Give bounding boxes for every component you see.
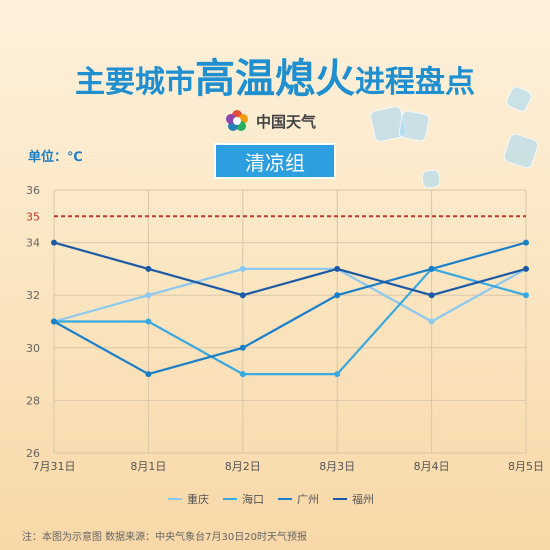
data-point	[239, 292, 246, 299]
data-point	[239, 265, 246, 272]
x-tick-label: 8月4日	[414, 460, 450, 473]
data-point	[51, 239, 57, 246]
legend-label: 广州	[297, 493, 319, 506]
title-part-2: 高温熄火	[195, 56, 355, 102]
legend-swatch	[223, 498, 237, 500]
unit-label: 单位：℃	[28, 150, 83, 165]
data-point	[428, 265, 435, 272]
data-point	[145, 371, 152, 378]
brand-name: 中国天气	[256, 112, 317, 131]
x-tick-label: 8月1日	[130, 460, 166, 473]
data-point	[239, 344, 246, 351]
data-point	[145, 265, 152, 272]
data-point	[523, 292, 529, 299]
data-point	[428, 292, 435, 299]
legend-swatch	[278, 498, 292, 500]
data-point	[334, 292, 341, 299]
y-tick-label: 28	[26, 394, 40, 407]
legend-swatch	[333, 498, 347, 500]
data-point	[428, 318, 435, 325]
series-line-3	[53, 241, 527, 297]
footnote: 注：本图为示意图 数据来源：中央气象台7月30日20时天气预报	[22, 532, 307, 543]
threshold-label: 35	[26, 210, 40, 223]
title-part-3: 进程盘点	[355, 65, 475, 100]
y-tick-label: 36	[26, 184, 40, 197]
data-point	[145, 292, 152, 299]
data-point	[239, 371, 246, 378]
legend-item: 重庆	[168, 491, 209, 507]
y-tick-label: 26	[26, 447, 40, 460]
data-point	[145, 318, 152, 325]
legend-label: 重庆	[187, 493, 209, 506]
legend-item: 海口	[223, 491, 264, 507]
series-line-1	[54, 267, 527, 376]
x-tick-label: 7月31日	[33, 460, 76, 473]
x-tick-label: 8月5日	[508, 460, 544, 473]
legend-label: 福州	[352, 493, 374, 506]
data-point	[523, 265, 529, 272]
y-tick-label: 32	[26, 289, 40, 302]
series-line-0	[53, 267, 527, 323]
y-tick-label: 34	[26, 237, 40, 250]
data-point	[523, 239, 529, 246]
page-title: 主要城市高温熄火进程盘点	[0, 46, 550, 104]
group-badge: 清凉组	[214, 143, 336, 179]
legend-item: 福州	[333, 491, 374, 507]
y-tick-label: 30	[26, 342, 40, 355]
x-tick-label: 8月2日	[225, 460, 261, 473]
legend-swatch	[168, 498, 182, 500]
data-point	[334, 265, 341, 272]
legend-item: 广州	[278, 491, 319, 507]
legend-label: 海口	[242, 493, 264, 506]
brand-logo: 中国天气	[224, 108, 316, 134]
china-weather-logo-icon	[226, 110, 248, 131]
title-part-1: 主要城市	[75, 65, 195, 100]
series-line-2	[53, 241, 527, 376]
chart-legend: 重庆 海口 广州 福州	[168, 491, 374, 507]
data-point	[334, 371, 341, 378]
x-tick-label: 8月3日	[319, 460, 355, 473]
data-point	[51, 318, 57, 325]
